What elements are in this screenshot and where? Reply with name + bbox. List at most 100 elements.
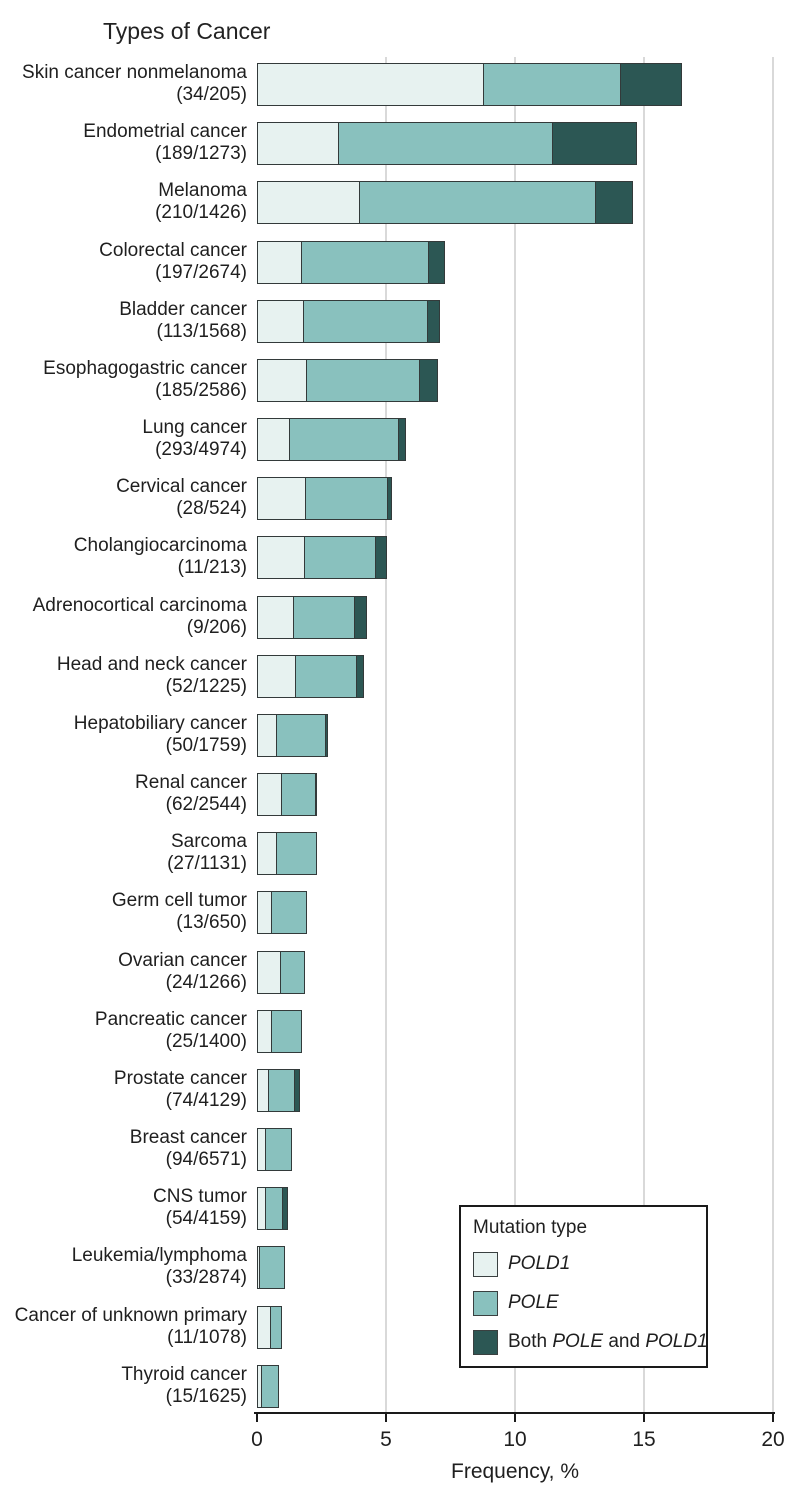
category-label: Germ cell tumor (13/650): [0, 890, 247, 934]
category-label: Cancer of unknown primary (11/1078): [0, 1305, 247, 1349]
bar-segment-both: [398, 418, 407, 462]
gridline-5: [385, 57, 387, 1413]
chart-row-bar: [257, 595, 367, 639]
category-count: (15/1625): [165, 1385, 247, 1407]
axis-tick: [514, 1413, 516, 1422]
bar-segment-both: [281, 1187, 288, 1231]
axis-tick-label: 10: [503, 1428, 527, 1451]
category-count: (28/524): [176, 498, 247, 520]
bar-segment-pold1: [257, 950, 282, 994]
chart-row-bar: [257, 1009, 302, 1053]
category-count: (197/2674): [155, 261, 247, 283]
axis-tick: [643, 1413, 645, 1422]
bar-segment-both: [426, 299, 440, 343]
category-label: Breast cancer (94/6571): [0, 1127, 247, 1171]
category-label: Head and neck cancer (52/1225): [0, 654, 247, 698]
bar-segment-both: [375, 536, 388, 580]
category-count: (9/206): [186, 616, 247, 638]
bar-segment-both: [419, 358, 439, 402]
category-count: (62/2544): [165, 794, 247, 816]
bar-segment-both: [324, 713, 328, 757]
category-count: (11/1078): [167, 1326, 247, 1348]
bar-segment-pole: [268, 1068, 296, 1112]
chart-row-bar: [257, 773, 318, 817]
category-count: (293/4974): [155, 439, 247, 461]
category-count: (11/213): [177, 557, 247, 579]
category-name: Germ cell tumor: [111, 890, 247, 912]
chart-row-bar: [257, 1068, 301, 1112]
category-count: (185/2586): [155, 379, 247, 401]
category-label: Skin cancer nonmelanoma (34/205): [0, 62, 247, 106]
category-label: Cholangiocarcinoma (11/213): [0, 535, 247, 579]
bar-segment-pole: [281, 773, 317, 817]
category-label: Renal cancer (62/2544): [0, 772, 247, 816]
bar-segment-pole: [303, 299, 429, 343]
bar-segment-both: [551, 122, 638, 166]
chart-row-bar: [257, 418, 407, 462]
chart-row-bar: [257, 1305, 282, 1349]
category-label: Adrenocortical carcinoma (9/206): [0, 595, 247, 639]
legend-swatch-both: [473, 1329, 498, 1355]
bar-segment-pold1: [257, 654, 297, 698]
bar-segment-both: [293, 1068, 301, 1112]
bar-segment-pold1: [257, 418, 291, 462]
axis-tick: [772, 1413, 774, 1422]
bar-segment-both: [354, 595, 367, 639]
category-count: (52/1225): [165, 675, 247, 697]
category-name: Sarcoma: [170, 831, 247, 853]
legend-item-both: Both POLE and POLD1: [473, 1329, 708, 1355]
category-count: (13/650): [176, 912, 247, 934]
chart-row-bar: [257, 358, 439, 402]
category-count: (50/1759): [165, 734, 247, 756]
legend-label-pold1: POLD1: [508, 1253, 571, 1274]
category-count: (54/4159): [165, 1208, 247, 1230]
category-name: Leukemia/lymphoma: [71, 1245, 247, 1267]
bar-segment-pold1: [257, 299, 305, 343]
bar-segment-both: [386, 477, 392, 521]
bar-segment-pole: [482, 63, 622, 106]
category-name: CNS tumor: [153, 1186, 247, 1208]
bar-segment-pole: [300, 240, 430, 284]
bar-segment-pold1: [257, 63, 485, 106]
bar-segment-pole: [260, 1364, 280, 1408]
legend-item-pole: POLE: [473, 1290, 559, 1316]
bar-segment-pole: [259, 1246, 286, 1290]
bar-segment-pold1: [257, 773, 283, 817]
chart-row-bar: [257, 477, 392, 521]
category-count: (210/1426): [155, 202, 247, 224]
bar-segment-pole: [338, 122, 554, 166]
axis-tick-label: 5: [380, 1428, 392, 1451]
category-name: Lung cancer: [142, 417, 247, 439]
legend-title: Mutation type: [473, 1217, 588, 1238]
gridline-20: [772, 57, 774, 1413]
chart-title: Types of Cancer: [103, 18, 271, 44]
chart-row-bar: [257, 950, 305, 994]
bar-segment-pold1: [257, 477, 307, 521]
bar-segment-pole: [304, 477, 389, 521]
category-name: Skin cancer nonmelanoma: [22, 62, 247, 83]
axis-tick-label: 20: [761, 1428, 785, 1451]
legend-label-both: Both POLE and POLD1: [508, 1331, 708, 1352]
bar-segment-pole: [358, 181, 597, 225]
bar-segment-pole: [270, 1009, 302, 1053]
category-name: Adrenocortical carcinoma: [32, 594, 247, 616]
gridline-10: [514, 57, 516, 1413]
bar-segment-pole: [264, 1128, 293, 1172]
category-label: Bladder cancer (113/1568): [0, 299, 247, 343]
category-count: (34/205): [176, 84, 247, 105]
category-count: (94/6571): [165, 1149, 247, 1171]
category-label: Pancreatic cancer (25/1400): [0, 1009, 247, 1053]
legend-box: Mutation type POLD1 POLE Both POLE and POL…: [459, 1205, 708, 1368]
bar-segment-pole: [289, 418, 400, 462]
category-count: (189/1273): [155, 143, 247, 165]
category-name: Thyroid cancer: [121, 1363, 247, 1385]
bar-segment-pole: [295, 654, 358, 698]
category-name: Breast cancer: [129, 1127, 247, 1149]
bar-segment-pole: [264, 1187, 284, 1231]
bar-segment-pold1: [257, 713, 278, 757]
category-label: Colorectal cancer (197/2674): [0, 240, 247, 284]
bar-segment-both: [314, 773, 318, 817]
chart-row-bar: [257, 891, 308, 935]
bar-segment-both: [594, 181, 634, 225]
category-label: Ovarian cancer (24/1266): [0, 950, 247, 994]
